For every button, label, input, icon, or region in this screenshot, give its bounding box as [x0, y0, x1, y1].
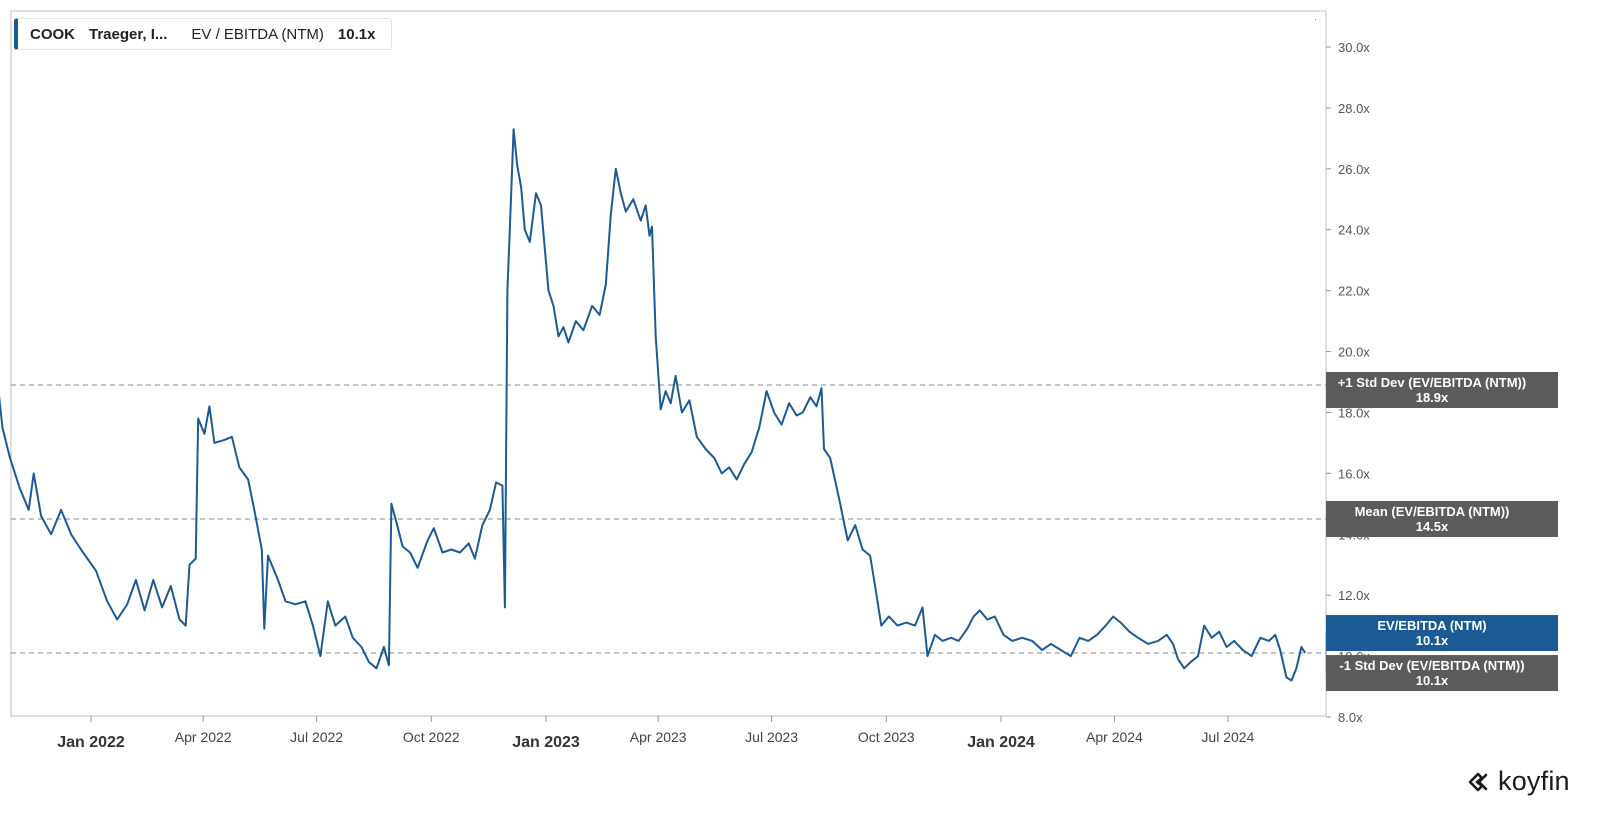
minus-std-dev-tag-value: 10.1x [1416, 673, 1449, 688]
y-tick-label: 16.0x [1338, 466, 1370, 481]
x-tick-label: Jan 2023 [512, 734, 580, 751]
plus-std-dev-tag-label: +1 Std Dev (EV/EBITDA (NTM)) [1338, 375, 1526, 390]
x-tick-label: Jul 2023 [745, 729, 798, 745]
y-tick-label: 22.0x [1338, 284, 1370, 299]
x-tick-label: Apr 2023 [630, 729, 687, 745]
legend-company: Traeger, I... [89, 25, 168, 43]
y-tick-label: 24.0x [1338, 223, 1370, 238]
plus-std-dev-tag: +1 Std Dev (EV/EBITDA (NTM))18.9x [1326, 372, 1558, 408]
y-tick-label: 28.0x [1338, 101, 1370, 116]
legend-ticker: COOK [30, 25, 75, 43]
plus-std-dev-tag-bg [1326, 372, 1558, 408]
current-value-tag-value: 10.1x [1416, 633, 1449, 648]
y-tick-label: 30.0x [1338, 40, 1370, 55]
y-tick-label: 26.0x [1338, 162, 1370, 177]
minus-std-dev-tag-label: -1 Std Dev (EV/EBITDA (NTM)) [1339, 658, 1524, 673]
x-axis: Jan 2022 Apr 2022 Jul 2022 Oct 2022 Jan 2023… [57, 716, 1255, 751]
x-tick-label: Jan 2022 [57, 734, 125, 751]
x-tick-label: Jul 2024 [1201, 729, 1254, 745]
brand-name: koyfin [1498, 766, 1570, 796]
current-value-tag: EV/EBITDA (NTM)10.1x [1326, 615, 1558, 652]
minus-std-dev-tag: -1 Std Dev (EV/EBITDA (NTM))10.1x [1326, 655, 1558, 692]
x-tick-label: Jan 2024 [967, 734, 1035, 751]
koyfin-brand: koyfin [1466, 766, 1570, 797]
x-tick-label: Oct 2022 [403, 729, 460, 745]
current-value-tag-label: EV/EBITDA (NTM) [1377, 618, 1486, 633]
y-tick-label: 8.0x [1338, 710, 1363, 725]
y-tick-label: 12.0x [1338, 588, 1370, 603]
reference-lines [11, 384, 1326, 654]
legend-metric: EV / EBITDA (NTM) [191, 25, 324, 43]
legend-value: 10.1x [337, 25, 376, 43]
ev-ebitda-line [0, 128, 1307, 682]
mean-tag-bg [1326, 501, 1558, 537]
chart-legend[interactable]: COOK Traeger, I... EV / EBITDA (NTM) 10.… [14, 18, 393, 50]
value-tags: +1 Std Dev (EV/EBITDA (NTM))18.9x Mean (E… [1325, 372, 1558, 692]
plot-corner-dot: · [1314, 14, 1317, 24]
x-tick-label: Apr 2022 [175, 729, 232, 745]
mean-tag-label: Mean (EV/EBITDA (NTM)) [1355, 504, 1510, 519]
plot-frame [10, 10, 1327, 717]
x-tick-label: Apr 2024 [1086, 729, 1143, 745]
plus-std-dev-tag-value: 18.9x [1416, 390, 1449, 405]
y-tick-label: 18.0x [1338, 405, 1370, 420]
current-value-tag-bg [1326, 615, 1558, 652]
mean-tag: Mean (EV/EBITDA (NTM))14.5x [1326, 501, 1558, 537]
mean-tag-value: 14.5x [1416, 519, 1449, 534]
y-tick-label: 20.0x [1338, 345, 1370, 360]
minus-std-dev-tag-bg [1326, 655, 1558, 692]
x-tick-label: Jul 2022 [290, 729, 343, 745]
koyfin-logo-icon [1468, 772, 1488, 791]
x-tick-label: Oct 2023 [858, 729, 915, 745]
